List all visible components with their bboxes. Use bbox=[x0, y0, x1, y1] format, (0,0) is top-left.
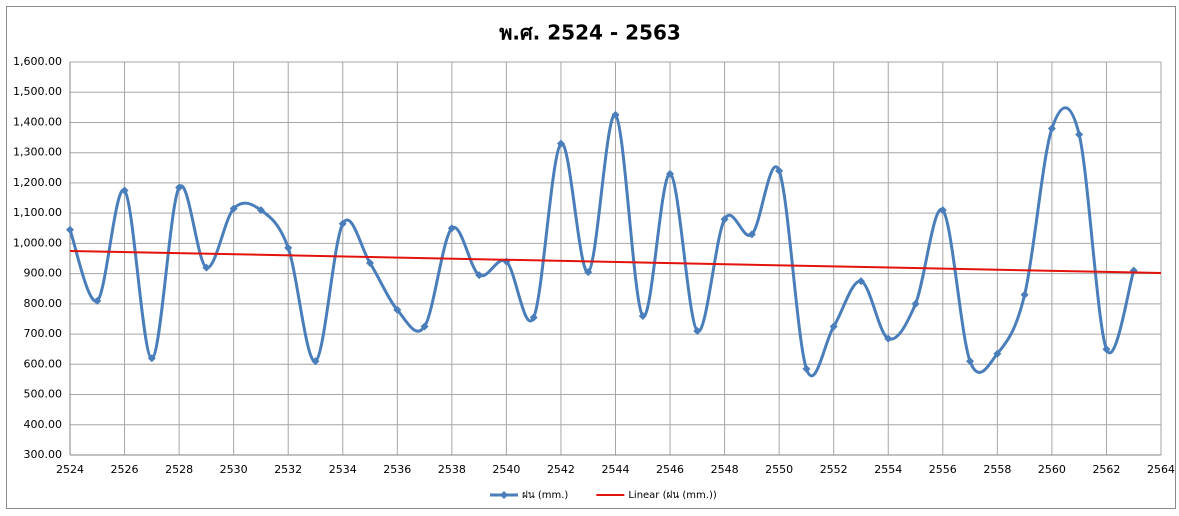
x-tick-label: 2534 bbox=[329, 463, 357, 476]
y-tick-label: 600.00 bbox=[24, 357, 63, 370]
x-tick-label: 2548 bbox=[711, 463, 739, 476]
series-line bbox=[69, 249, 1162, 275]
x-tick-label: 2560 bbox=[1038, 463, 1066, 476]
marker bbox=[284, 243, 293, 252]
x-tick-label: 2524 bbox=[56, 463, 84, 476]
chart-title: พ.ศ. 2524 - 2563 bbox=[499, 21, 681, 45]
marker bbox=[938, 206, 947, 215]
marker bbox=[884, 334, 893, 343]
y-tick-label: 1,300.00 bbox=[13, 146, 62, 159]
marker bbox=[366, 259, 375, 268]
marker bbox=[993, 349, 1002, 358]
y-tick-label: 1,500.00 bbox=[13, 85, 62, 98]
marker bbox=[175, 183, 184, 192]
y-tick-label: 700.00 bbox=[24, 327, 63, 340]
marker bbox=[202, 263, 211, 272]
marker bbox=[829, 322, 838, 331]
marker bbox=[229, 204, 238, 213]
y-tick-label: 1,600.00 bbox=[13, 55, 62, 68]
marker bbox=[1075, 130, 1084, 139]
y-tick-label: 1,000.00 bbox=[13, 236, 62, 249]
marker bbox=[1020, 290, 1029, 299]
legend-label: Linear (ฝน (mm.)) bbox=[628, 490, 716, 501]
marker bbox=[966, 357, 975, 366]
chart-border bbox=[6, 6, 1176, 509]
y-tick-label: 800.00 bbox=[24, 297, 63, 310]
marker bbox=[93, 296, 102, 305]
marker bbox=[802, 364, 811, 373]
x-tick-label: 2556 bbox=[929, 463, 957, 476]
x-tick-label: 2540 bbox=[492, 463, 520, 476]
marker bbox=[338, 219, 347, 228]
x-tick-label: 2550 bbox=[765, 463, 793, 476]
marker bbox=[147, 354, 156, 363]
marker bbox=[556, 139, 565, 148]
y-tick-label: 1,100.00 bbox=[13, 206, 62, 219]
marker bbox=[1102, 345, 1111, 354]
marker bbox=[311, 357, 320, 366]
y-tick-label: 1,400.00 bbox=[13, 115, 62, 128]
x-tick-label: 2542 bbox=[547, 463, 575, 476]
x-tick-label: 2538 bbox=[438, 463, 466, 476]
x-tick-label: 2558 bbox=[983, 463, 1011, 476]
marker bbox=[747, 230, 756, 239]
marker bbox=[256, 206, 265, 215]
y-tick-label: 500.00 bbox=[24, 388, 63, 401]
x-tick-label: 2552 bbox=[820, 463, 848, 476]
legend-marker bbox=[500, 491, 508, 499]
marker bbox=[911, 299, 920, 308]
x-tick-label: 2530 bbox=[220, 463, 248, 476]
x-tick-label: 2532 bbox=[274, 463, 302, 476]
y-tick-label: 900.00 bbox=[24, 267, 63, 280]
marker bbox=[120, 186, 129, 195]
y-tick-label: 300.00 bbox=[24, 448, 63, 461]
x-tick-label: 2528 bbox=[165, 463, 193, 476]
marker bbox=[720, 215, 729, 224]
legend-label: ฝน (mm.) bbox=[522, 490, 568, 501]
marker bbox=[611, 110, 620, 119]
marker bbox=[66, 225, 74, 234]
marker bbox=[420, 322, 429, 331]
y-tick-label: 400.00 bbox=[24, 418, 63, 431]
marker bbox=[393, 305, 402, 314]
x-tick-label: 2544 bbox=[602, 463, 630, 476]
marker bbox=[856, 277, 865, 286]
marker bbox=[529, 313, 538, 322]
marker bbox=[693, 327, 702, 336]
marker bbox=[1047, 124, 1056, 133]
x-tick-label: 2546 bbox=[656, 463, 684, 476]
x-tick-label: 2526 bbox=[111, 463, 139, 476]
x-tick-label: 2564 bbox=[1147, 463, 1175, 476]
marker bbox=[638, 311, 647, 320]
x-tick-label: 2554 bbox=[874, 463, 902, 476]
x-tick-label: 2562 bbox=[1092, 463, 1120, 476]
marker bbox=[584, 268, 593, 277]
marker bbox=[775, 166, 784, 175]
marker bbox=[475, 271, 484, 280]
y-tick-label: 1,200.00 bbox=[13, 176, 62, 189]
marker bbox=[666, 169, 675, 178]
marker bbox=[447, 224, 456, 233]
x-tick-label: 2536 bbox=[383, 463, 411, 476]
